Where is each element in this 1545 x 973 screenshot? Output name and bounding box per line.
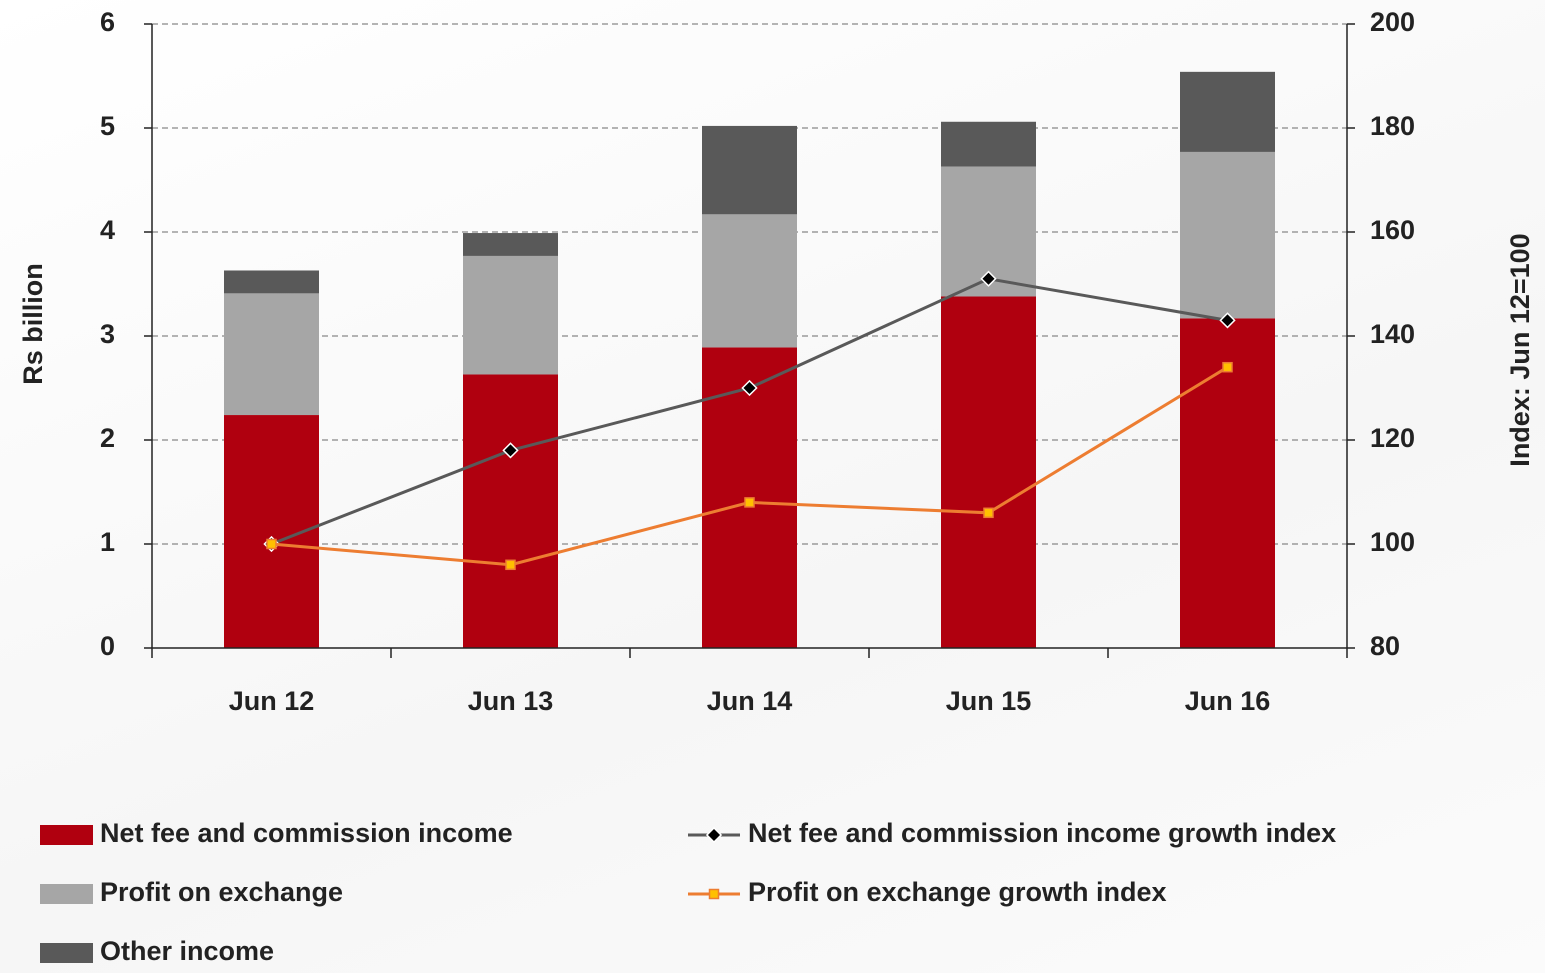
bar-segment xyxy=(224,270,319,294)
y-tick-label: 2 xyxy=(100,423,115,453)
bar-segment xyxy=(702,214,797,348)
bar-segment xyxy=(463,233,558,256)
y-tick-label: 5 xyxy=(100,111,115,141)
marker xyxy=(1222,361,1233,373)
legend-label: Other income xyxy=(100,936,274,966)
legend-marker xyxy=(708,888,720,900)
y-tick-label: 0 xyxy=(100,631,115,661)
bar-segment xyxy=(463,255,558,375)
x-tick-label: Jun 16 xyxy=(1185,686,1271,716)
y-tick-label: 1 xyxy=(100,527,115,557)
bar-segment xyxy=(941,121,1036,167)
y2-tick-label: 160 xyxy=(1370,215,1415,245)
y-tick-label: 3 xyxy=(100,319,115,349)
legend-label: Profit on exchange xyxy=(100,877,343,907)
y2-tick-label: 180 xyxy=(1370,111,1415,141)
y-axis-label: Rs billion xyxy=(18,263,48,385)
y2-tick-label: 120 xyxy=(1370,423,1415,453)
y2-axis-label: Index: Jun 12=100 xyxy=(1505,233,1535,466)
bar-segment xyxy=(1180,151,1275,319)
legend-label: Net fee and commission income growth ind… xyxy=(748,818,1336,848)
bar-segment xyxy=(702,125,797,215)
legend-label: Profit on exchange growth index xyxy=(748,877,1167,907)
marker xyxy=(1219,312,1236,329)
x-tick-label: Jun 15 xyxy=(946,686,1032,716)
x-tick-label: Jun 14 xyxy=(707,686,793,716)
bar-segment xyxy=(224,293,319,416)
y-tick-label: 6 xyxy=(100,7,115,37)
bar-segment xyxy=(1180,71,1275,152)
y2-tick-label: 200 xyxy=(1370,7,1415,37)
marker xyxy=(980,270,997,287)
legend-marker xyxy=(705,826,723,844)
bar-segment xyxy=(1180,318,1275,648)
legend-swatch xyxy=(40,825,93,845)
bar-segment xyxy=(463,374,558,648)
y2-tick-label: 80 xyxy=(1370,631,1400,661)
x-tick-label: Jun 12 xyxy=(229,686,315,716)
bar-segment xyxy=(941,296,1036,648)
marker xyxy=(741,379,758,397)
marker xyxy=(505,559,516,571)
y2-tick-label: 100 xyxy=(1370,527,1415,557)
marker xyxy=(266,538,277,550)
legend-swatch xyxy=(40,884,93,904)
y2-tick-label: 140 xyxy=(1370,319,1415,349)
marker xyxy=(502,442,519,459)
y-tick-label: 4 xyxy=(100,215,115,245)
x-tick-label: Jun 13 xyxy=(468,686,554,716)
legend-label: Net fee and commission income xyxy=(100,818,513,848)
marker xyxy=(983,507,994,519)
marker xyxy=(744,497,755,508)
legend-swatch xyxy=(40,943,93,963)
